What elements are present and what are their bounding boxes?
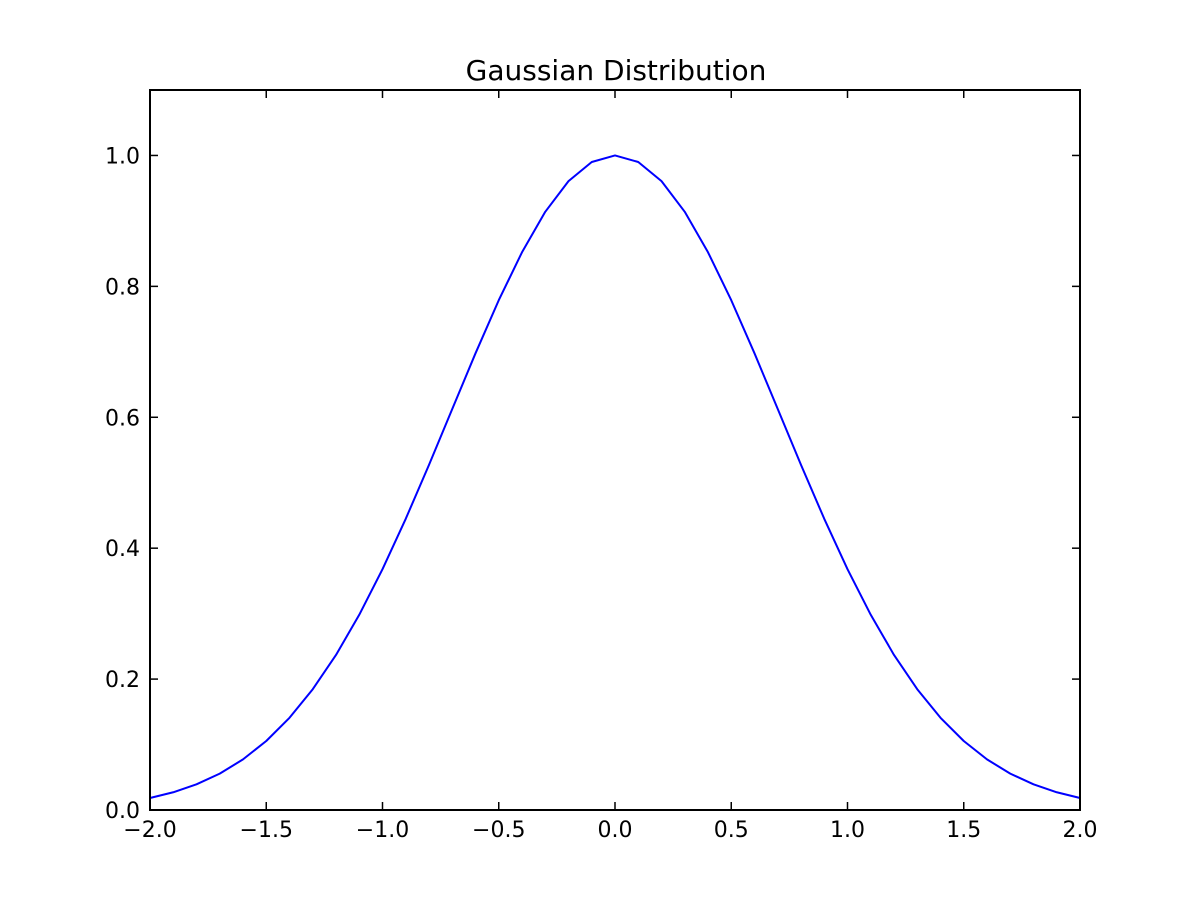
y-tick-label: 0.8: [105, 275, 140, 300]
x-tick-label: −1.5: [240, 818, 293, 843]
x-tick-label: 2.0: [1063, 818, 1098, 843]
x-tick-label: 1.0: [830, 818, 865, 843]
series-line-0: [149, 154, 1081, 799]
x-tick-label: 0.0: [598, 818, 633, 843]
x-tick-label: 0.5: [714, 818, 749, 843]
x-tick-label: 1.5: [946, 818, 981, 843]
plot-area: [149, 89, 1081, 811]
x-tick-label: −2.0: [123, 818, 176, 843]
x-tick-label: −1.0: [356, 818, 409, 843]
x-tick-label: −0.5: [472, 818, 525, 843]
y-tick-label: 0.6: [105, 406, 140, 431]
y-tick-label: 1.0: [105, 144, 140, 169]
y-tick-label: 0.4: [105, 537, 140, 562]
y-tick-label: 0.0: [105, 799, 140, 824]
axes-frame: [149, 89, 1081, 811]
y-axis: 0.0 0.2 0.4 0.6 0.8 1.0: [105, 144, 1080, 824]
chart-title: Gaussian Distribution: [466, 54, 767, 87]
x-axis: −2.0 −1.5 −1.0 −0.5 0.0 0.5 1.0 1.5 2.0: [123, 90, 1098, 843]
y-tick-label: 0.2: [105, 668, 140, 693]
